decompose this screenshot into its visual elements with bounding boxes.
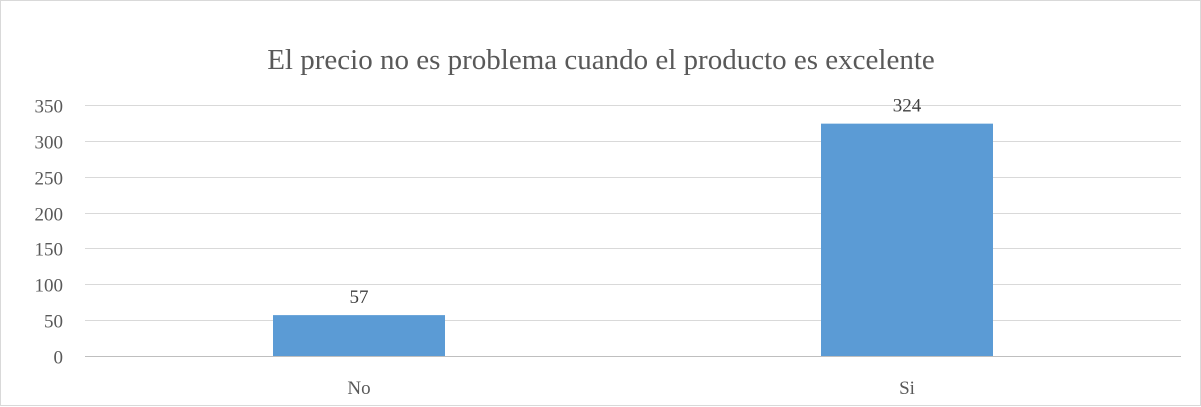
bar-si [821,123,993,356]
data-label: 324 [893,96,922,117]
y-tick-label: 250 [35,169,64,190]
data-labels: 57 324 [350,96,922,308]
x-axis-ticks: No Si [347,378,915,399]
bars [273,123,993,356]
bar-no [273,315,445,356]
y-tick-label: 300 [35,133,64,154]
y-tick-label: 50 [44,312,63,333]
x-tick-label: No [347,378,370,399]
y-tick-label: 0 [54,348,64,369]
y-tick-label: 350 [35,97,64,118]
y-tick-label: 200 [35,205,64,226]
x-tick-label: Si [899,378,915,399]
y-tick-label: 100 [35,276,64,297]
gridlines [85,105,1181,357]
y-tick-label: 150 [35,240,64,261]
data-label: 57 [350,287,369,308]
chart-title: El precio no es problema cuando el produ… [267,44,935,76]
y-axis-ticks: 0 50 100 150 200 250 300 350 [35,97,64,369]
